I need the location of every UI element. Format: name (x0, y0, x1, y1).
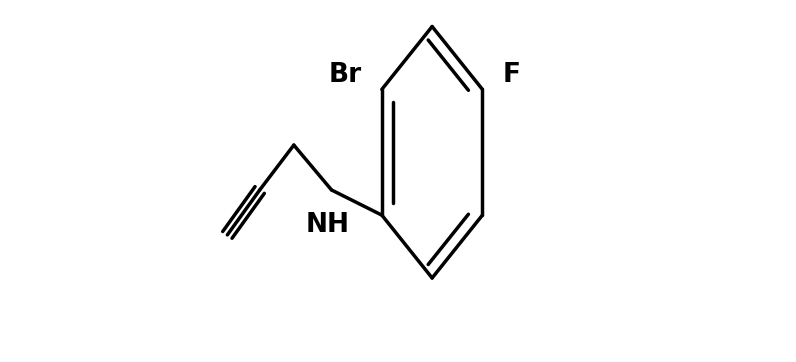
Text: F: F (502, 62, 520, 88)
Text: Br: Br (329, 62, 362, 88)
Text: NH: NH (306, 211, 350, 237)
